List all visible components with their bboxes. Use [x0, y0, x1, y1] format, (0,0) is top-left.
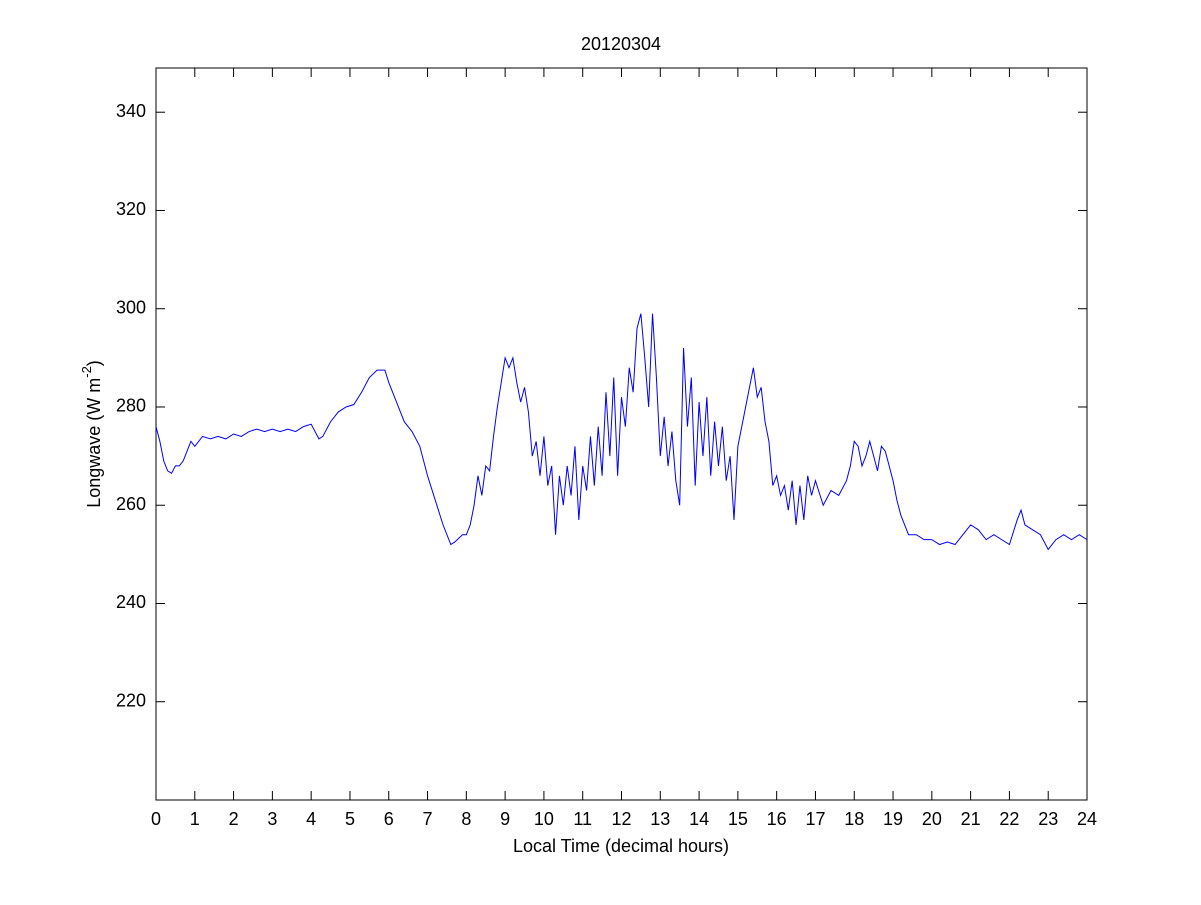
x-tick-label: 6 [384, 809, 394, 829]
data-line [155, 313, 1088, 551]
x-tick-label: 24 [1077, 809, 1097, 829]
x-tick-label: 8 [461, 809, 471, 829]
x-tick-label: 2 [229, 809, 239, 829]
x-tick-label: 16 [767, 809, 787, 829]
x-tick-label: 11 [573, 809, 592, 829]
x-tick-label: 12 [611, 809, 631, 829]
plot-area [155, 67, 1088, 801]
y-tick-label: 260 [116, 494, 146, 514]
x-tick-label: 20 [922, 809, 942, 829]
x-tick-label: 5 [345, 809, 355, 829]
x-tick-label: 14 [689, 809, 709, 829]
y-label-text: Longwave (W m [84, 378, 104, 508]
x-axis-label: Local Time (decimal hours) [513, 836, 729, 856]
x-tick-label: 15 [728, 809, 748, 829]
x-tick-label: 18 [844, 809, 864, 829]
chart-title: 20120304 [581, 34, 661, 54]
y-tick-label: 220 [116, 690, 146, 710]
x-tick-label: 10 [534, 809, 554, 829]
y-label-sup: -2 [79, 366, 94, 378]
x-tick-label: 22 [999, 809, 1019, 829]
x-tick-label: 3 [267, 809, 277, 829]
x-tick-label: 23 [1038, 809, 1058, 829]
y-label-end: ) [84, 360, 104, 366]
y-tick-label: 240 [116, 592, 146, 612]
x-tick-label: 4 [306, 809, 316, 829]
x-tick-label: 0 [151, 809, 161, 829]
y-tick-label: 300 [116, 297, 146, 317]
x-tick-label: 13 [650, 809, 670, 829]
x-tick-label: 1 [190, 809, 200, 829]
y-tick-label: 280 [116, 396, 146, 416]
x-tick-label: 19 [883, 809, 903, 829]
y-axis-label: Longwave (W m-2) [79, 360, 103, 508]
y-tick-label: 320 [116, 199, 146, 219]
x-tick-label: 21 [961, 809, 981, 829]
x-tick-label: 7 [423, 809, 433, 829]
x-tick-label: 17 [805, 809, 825, 829]
y-tick-label: 340 [116, 101, 146, 121]
x-tick-label: 9 [500, 809, 510, 829]
